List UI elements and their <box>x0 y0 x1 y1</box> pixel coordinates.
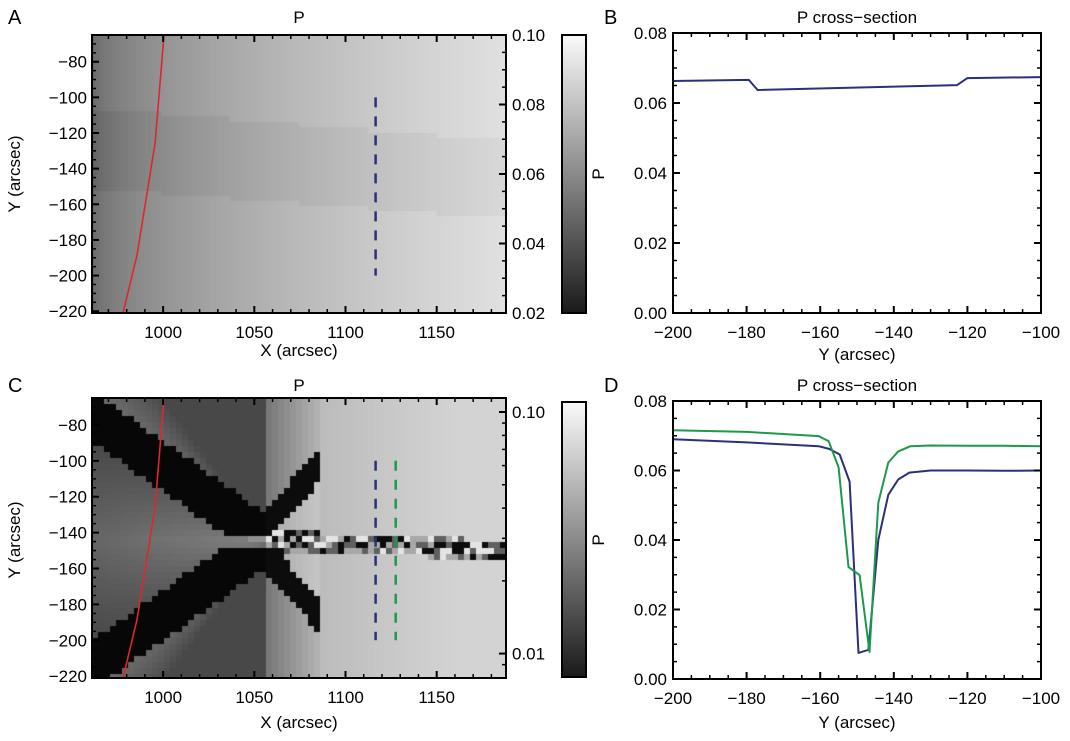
colorbar-tick-label: 0.04 <box>512 235 545 254</box>
panel-c-xlabel: X (arcsec) <box>260 713 337 732</box>
heatmap-c-image <box>92 398 506 678</box>
panel-a: A P 1000 1050 1100 1150 −80 −100 −120 −140 −160 −… <box>5 7 608 360</box>
x-tick-label: 1050 <box>235 323 273 342</box>
series-line-green-cut <box>672 429 1042 653</box>
x-tick-label: 1000 <box>144 688 182 707</box>
x-tick-label: 1000 <box>144 323 182 342</box>
panel-c-ticks: 1000 1050 1100 1150 −80 −100 −120 −140 −160 −180 −… <box>49 398 545 707</box>
y-tick-label: 0.06 <box>634 462 667 481</box>
panel-a-xlabel: X (arcsec) <box>260 341 337 360</box>
x-tick-label: 1050 <box>235 688 273 707</box>
x-tick-label: −120 <box>948 689 986 708</box>
x-tick-label: −200 <box>654 323 692 342</box>
panel-a-ylabel: Y (arcsec) <box>5 135 24 212</box>
panel-b-frame <box>672 32 1042 314</box>
x-tick-label: −140 <box>875 689 913 708</box>
panel-c-letter: C <box>8 375 22 397</box>
panel-a-colorbar-label: P <box>589 168 608 179</box>
y-tick-label: −180 <box>49 231 87 250</box>
panel-a-overlays <box>122 34 377 314</box>
panel-d-title: P cross−section <box>797 376 917 395</box>
x-tick-label: −180 <box>727 323 765 342</box>
overlay-limb <box>122 397 165 679</box>
panel-d-ticks: −200 −180 −160 −140 −120 −100 0.00 0.02 0.04 0.06… <box>634 392 1060 708</box>
colorbar-tick-label: 0.08 <box>512 96 545 115</box>
y-tick-label: −160 <box>49 560 87 579</box>
y-tick-label: −80 <box>58 416 87 435</box>
y-tick-label: −140 <box>49 524 87 543</box>
colorbar-tick-label: 0.10 <box>512 403 545 422</box>
x-tick-label: −180 <box>727 689 765 708</box>
overlay-limb <box>122 34 165 314</box>
panel-d-letter: D <box>604 375 618 397</box>
x-tick-label: 1100 <box>327 688 364 707</box>
x-tick-label: 1100 <box>327 323 364 342</box>
panel-c-colorbar <box>561 401 587 678</box>
panel-a-ticks: 1000 1050 1100 1150 −80 −100 −120 −140 −160 −180 −… <box>49 26 545 342</box>
x-tick-label: −100 <box>1022 323 1060 342</box>
y-tick-label: 0.08 <box>634 24 667 43</box>
x-tick-label: −120 <box>948 323 986 342</box>
x-tick-label: 1150 <box>418 688 455 707</box>
panel-b-title: P cross−section <box>797 8 917 27</box>
panel-d: D P cross−section −200 −180 −160 −140 −120 −1… <box>604 375 1060 732</box>
panel-a-colorbar <box>561 34 587 314</box>
x-tick-label: −200 <box>654 689 692 708</box>
y-tick-label: −120 <box>49 124 87 143</box>
y-tick-label: −200 <box>49 631 87 650</box>
y-tick-label: 0.06 <box>634 94 667 113</box>
colorbar-tick-label: 0.02 <box>512 304 545 323</box>
y-tick-label: 0.04 <box>634 531 667 550</box>
series-line-blue-cut <box>672 438 1042 654</box>
panel-b-ticks: −200 −180 −160 −140 −120 −100 0.00 0.02 0.04 0.06… <box>634 24 1060 342</box>
panel-c-overlays <box>122 397 397 679</box>
y-tick-label: 0.02 <box>634 601 667 620</box>
y-tick-label: −160 <box>49 195 87 214</box>
y-tick-label: −220 <box>49 667 87 686</box>
panel-c: C P 1000 1050 1100 1150 −80 −100 −120 −140 −160 −… <box>5 375 608 732</box>
panel-b-series <box>672 76 1042 91</box>
panel-d-xlabel: Y (arcsec) <box>818 713 895 732</box>
y-tick-label: 0.04 <box>634 164 667 183</box>
y-tick-label: −120 <box>49 488 87 507</box>
y-tick-label: −100 <box>49 452 87 471</box>
panel-d-series <box>672 429 1042 654</box>
x-tick-label: −100 <box>1022 689 1060 708</box>
panel-c-colorbar-label: P <box>589 534 608 545</box>
series-line-blue-cut <box>672 76 1042 91</box>
y-tick-label: 0.00 <box>634 304 667 323</box>
x-tick-label: 1150 <box>418 323 455 342</box>
y-tick-label: −220 <box>49 302 87 321</box>
panel-c-title: P <box>293 376 304 395</box>
heatmap-a-image <box>92 35 506 313</box>
panel-b-letter: B <box>604 7 617 29</box>
x-tick-label: −160 <box>801 689 839 708</box>
y-tick-label: 0.08 <box>634 392 667 411</box>
y-tick-label: −140 <box>49 160 87 179</box>
y-tick-label: 0.02 <box>634 234 667 253</box>
colorbar-tick-label: 0.06 <box>512 165 545 184</box>
y-tick-label: −200 <box>49 267 87 286</box>
panel-a-title: P <box>293 8 304 27</box>
panel-a-letter: A <box>8 7 22 29</box>
colorbar-tick-label: 0.01 <box>512 645 545 664</box>
y-tick-label: −100 <box>49 88 87 107</box>
colorbar-tick-label: 0.10 <box>512 26 545 45</box>
x-tick-label: −140 <box>875 323 913 342</box>
panel-b-xlabel: Y (arcsec) <box>818 345 895 364</box>
y-tick-label: −80 <box>58 53 87 72</box>
panel-b: B P cross−section −200 −180 −160 −140 −120 −1… <box>604 7 1060 364</box>
x-tick-label: −160 <box>801 323 839 342</box>
panel-a-frame <box>91 34 507 314</box>
y-tick-label: −180 <box>49 595 87 614</box>
panel-c-frame <box>91 397 507 679</box>
panel-c-ylabel: Y (arcsec) <box>5 501 24 578</box>
y-tick-label: 0.00 <box>634 670 667 689</box>
